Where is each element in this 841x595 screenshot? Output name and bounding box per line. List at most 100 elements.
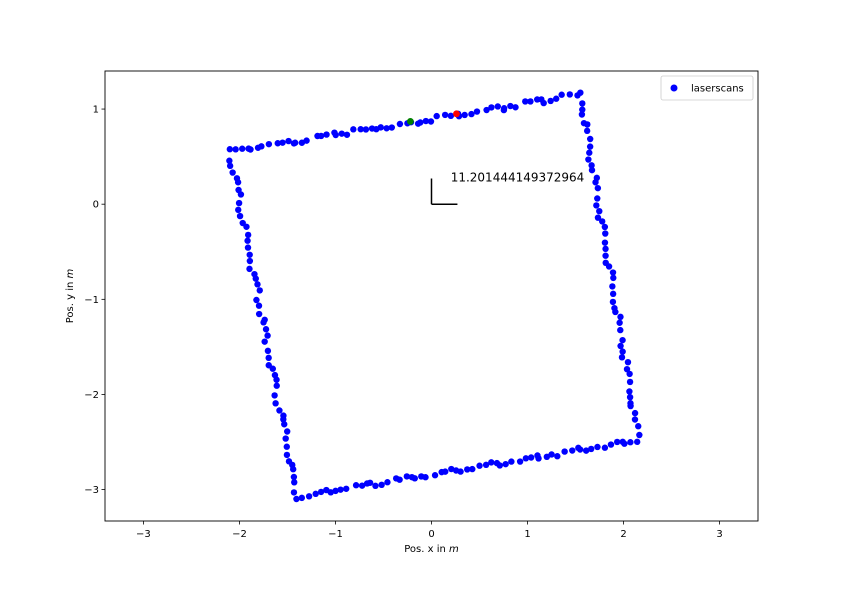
y-axis: 1 0 −1 −2 −3 [84, 105, 105, 496]
scan-point [585, 156, 592, 163]
scan-point [461, 111, 468, 119]
scan-point [616, 319, 623, 326]
scan-point [226, 146, 234, 153]
scan-point [534, 452, 541, 459]
scan-point [579, 106, 586, 113]
scan-point [602, 230, 609, 237]
x-axis-unit: m [449, 544, 459, 555]
scan-point [482, 461, 490, 469]
scan-point [578, 111, 586, 118]
scan-point [587, 445, 595, 453]
x-tick-label: −1 [328, 529, 343, 540]
scan-point [547, 97, 554, 105]
scan-point [244, 244, 252, 251]
scan-point [594, 195, 601, 202]
scan-point [276, 407, 283, 414]
scan-point [619, 336, 626, 344]
scan-point [244, 237, 251, 244]
scan-point [566, 91, 574, 98]
scan-point [635, 423, 642, 430]
scan-point [255, 310, 263, 318]
scan-point [283, 428, 291, 435]
x-tick-label: 3 [716, 529, 722, 540]
scan-point [494, 103, 501, 110]
scan-point [233, 175, 241, 182]
y-tick-label: −3 [84, 485, 99, 496]
y-tick-label: 1 [93, 105, 99, 116]
scan-point [226, 157, 233, 164]
scan-point [602, 252, 609, 259]
scan-point [579, 100, 586, 107]
scan-point [377, 124, 384, 131]
scan-point [279, 139, 286, 146]
scan-point [609, 298, 617, 306]
scan-point [602, 245, 609, 253]
scan-point [527, 98, 534, 105]
scan-point [631, 409, 639, 417]
scan-point [358, 482, 366, 489]
x-tick-label: 2 [620, 529, 626, 540]
scan-point [271, 392, 278, 399]
scan-point [312, 490, 319, 498]
scan-point [239, 145, 246, 152]
scan-point [291, 139, 299, 146]
scan-point [265, 140, 273, 148]
scan-point [343, 131, 351, 138]
scan-point [584, 121, 591, 128]
scan-point [229, 169, 236, 176]
scan-point [239, 219, 246, 227]
scan-point [332, 487, 339, 495]
scan-point [357, 126, 364, 133]
scan-point [438, 468, 445, 476]
scan-point [594, 443, 601, 451]
scan-point [512, 104, 519, 111]
scan-point [609, 290, 617, 298]
scan-point [488, 459, 495, 466]
scan-point [251, 270, 258, 278]
y-axis-unit: m [65, 268, 76, 278]
scan-point [232, 146, 239, 153]
scan-point [317, 132, 325, 140]
scan-point [274, 140, 281, 147]
y-axis-label: Pos. y in m [65, 268, 76, 323]
x-axis: −3 −2 −1 0 1 2 3 [136, 521, 723, 540]
scan-point [261, 338, 268, 345]
scan-point [543, 453, 551, 461]
scan-point [417, 119, 424, 126]
scan-point [610, 274, 617, 282]
scan-point [433, 112, 440, 120]
scan-point [441, 111, 449, 119]
scan-point [488, 104, 495, 111]
scan-point [464, 466, 471, 473]
x-axis-label: Pos. x in m [404, 544, 459, 555]
scan-point [601, 239, 609, 246]
scan-point [561, 448, 568, 455]
scan-point [617, 313, 624, 321]
scan-point [285, 458, 293, 465]
scan-point [468, 110, 475, 118]
scan-point [594, 184, 602, 192]
scan-point [626, 370, 633, 378]
scan-point [343, 485, 350, 492]
legend-label: laserscans [691, 84, 744, 95]
scan-point [427, 118, 435, 125]
scan-point [493, 459, 501, 467]
scan-point [540, 99, 547, 107]
legend-box [660, 75, 754, 101]
scan-point [447, 112, 455, 120]
scan-point [305, 493, 313, 500]
scan-point [408, 473, 416, 481]
scan-point [617, 326, 624, 334]
scan-point [473, 108, 481, 115]
scan-point [258, 143, 265, 150]
scan-point [265, 354, 272, 362]
current-point [453, 110, 460, 118]
scan-point [607, 441, 615, 448]
scan-point [253, 296, 260, 304]
scan-point [598, 218, 606, 225]
scan-point [586, 135, 594, 143]
scan-point [588, 162, 595, 169]
start-point [406, 118, 414, 125]
scan-point [502, 460, 509, 468]
